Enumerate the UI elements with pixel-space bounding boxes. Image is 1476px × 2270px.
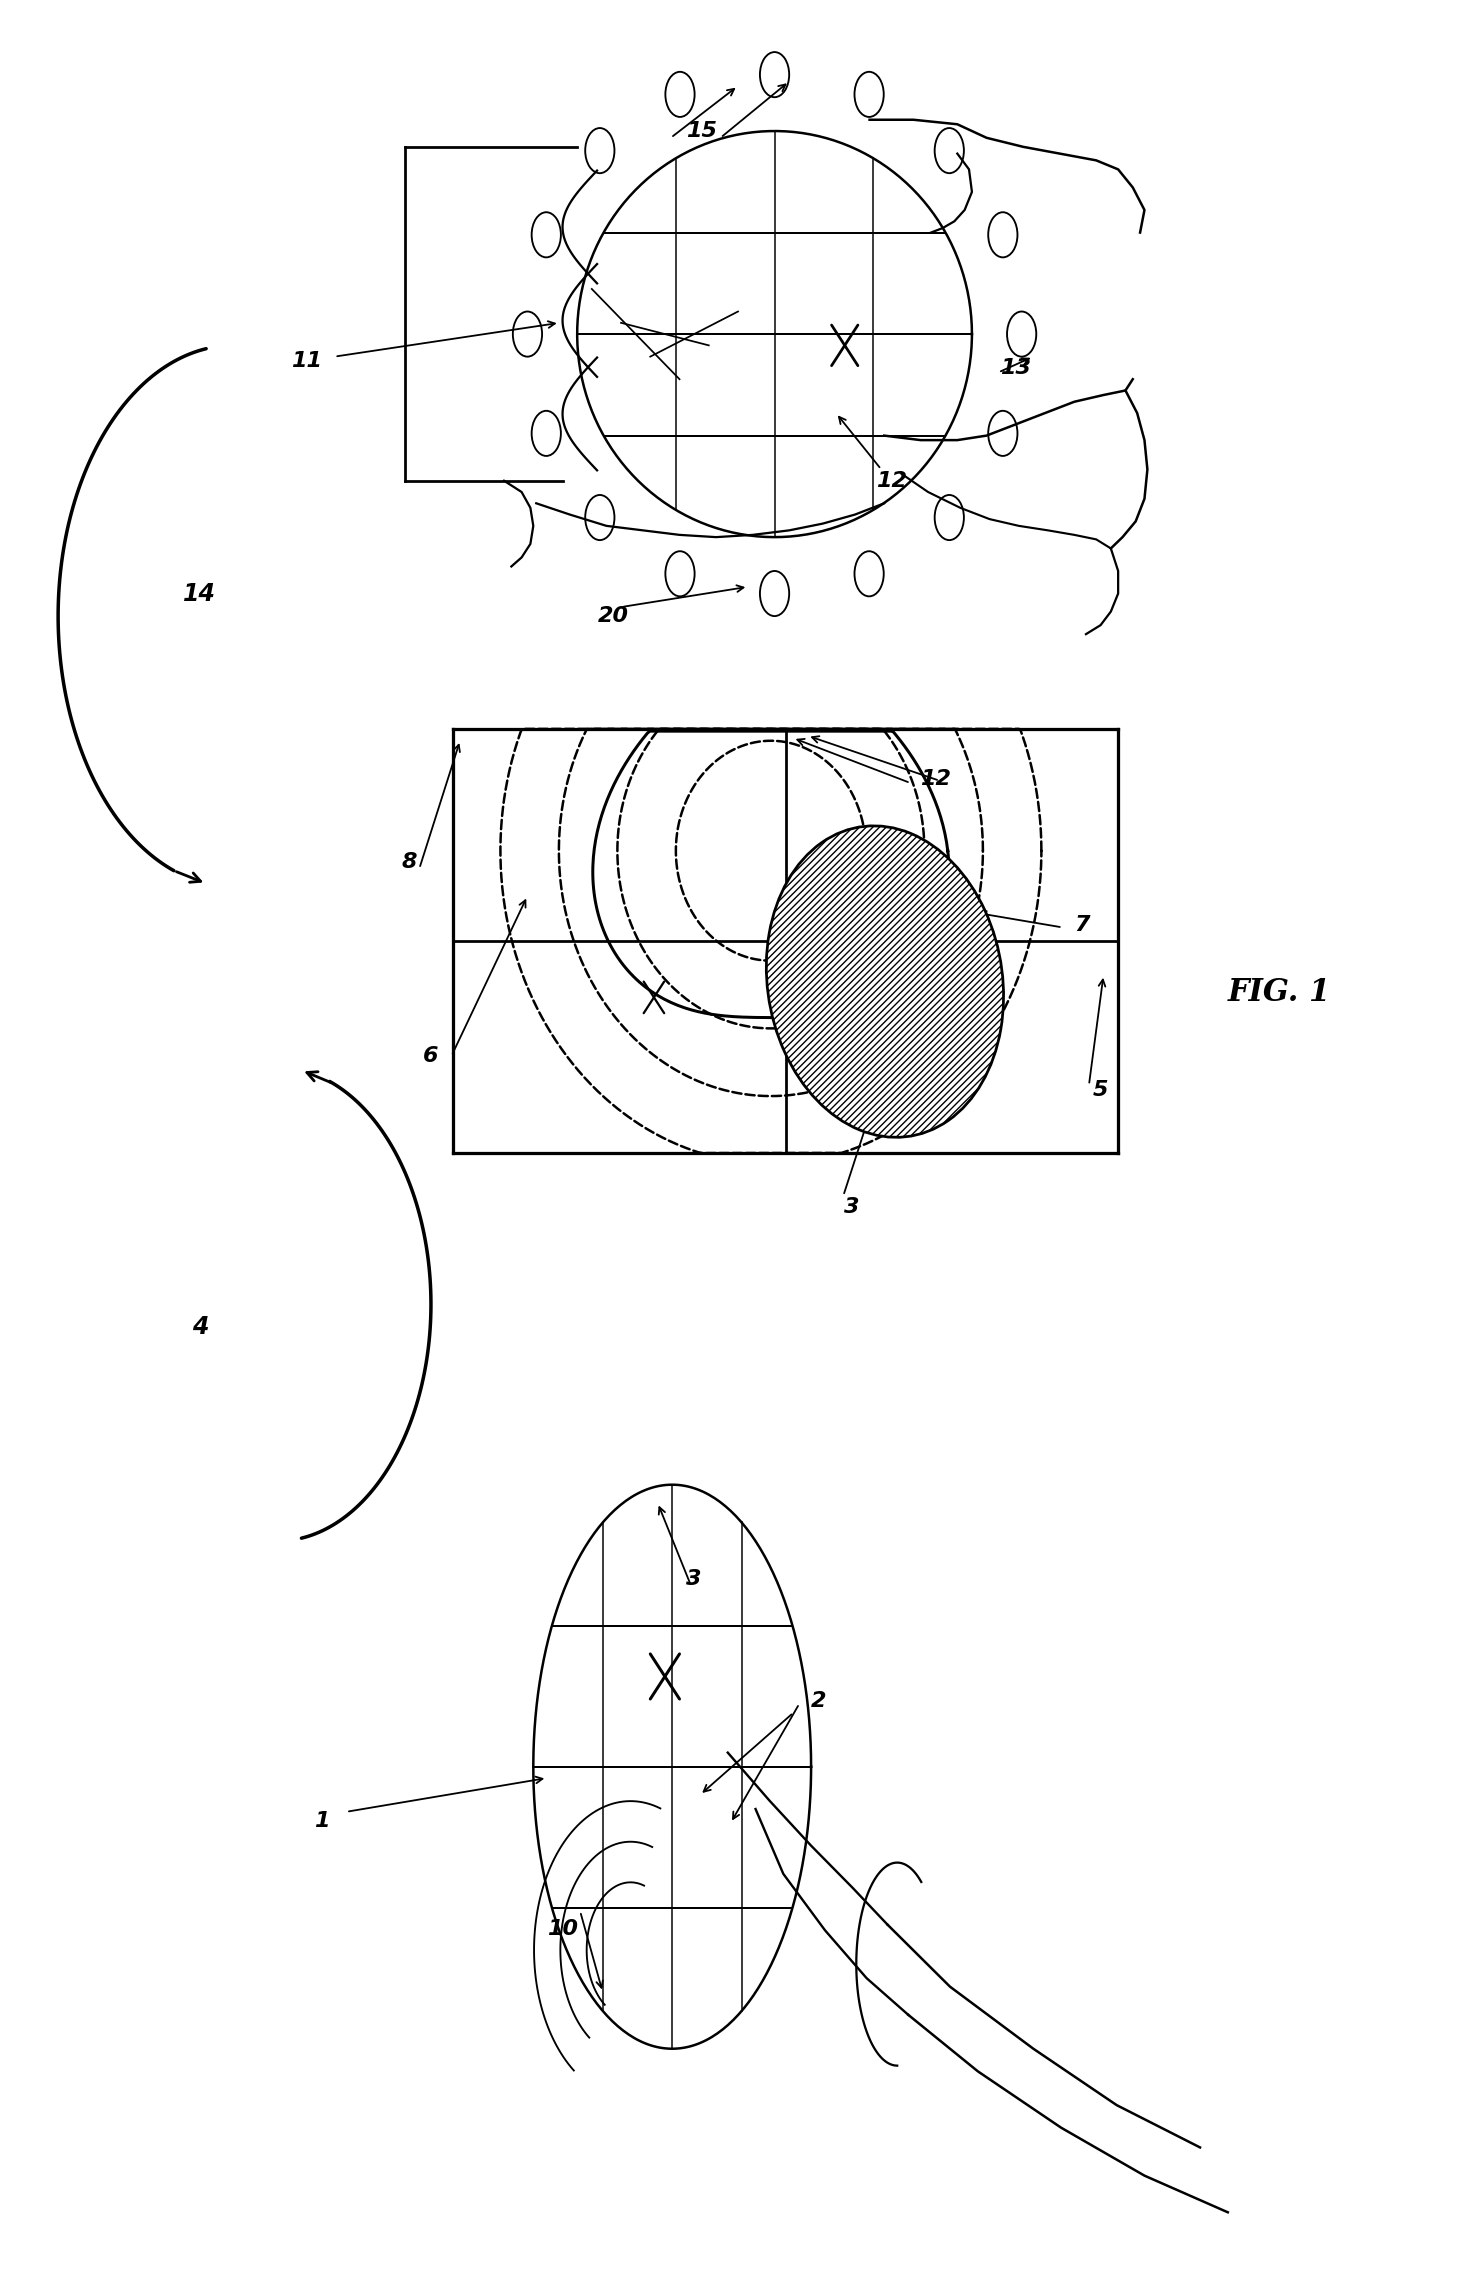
Text: 6: 6 bbox=[424, 1046, 438, 1067]
Text: 12: 12 bbox=[920, 770, 951, 788]
Text: 10: 10 bbox=[548, 1918, 579, 1939]
Text: 7: 7 bbox=[1075, 915, 1089, 935]
Text: FIG. 1: FIG. 1 bbox=[1228, 978, 1330, 1008]
Text: 5: 5 bbox=[1092, 1081, 1108, 1101]
Text: 13: 13 bbox=[1001, 359, 1032, 377]
Text: 4: 4 bbox=[192, 1314, 208, 1339]
Text: 8: 8 bbox=[401, 851, 416, 872]
Text: 12: 12 bbox=[877, 470, 908, 490]
Text: 15: 15 bbox=[686, 120, 717, 141]
Text: 14: 14 bbox=[183, 581, 217, 606]
Text: 3: 3 bbox=[844, 1196, 861, 1217]
Text: 11: 11 bbox=[291, 352, 322, 372]
Text: 2: 2 bbox=[810, 1691, 827, 1712]
Text: 3: 3 bbox=[686, 1569, 703, 1589]
Ellipse shape bbox=[766, 826, 1004, 1137]
Text: 1: 1 bbox=[313, 1811, 329, 1832]
Text: 20: 20 bbox=[598, 606, 629, 627]
